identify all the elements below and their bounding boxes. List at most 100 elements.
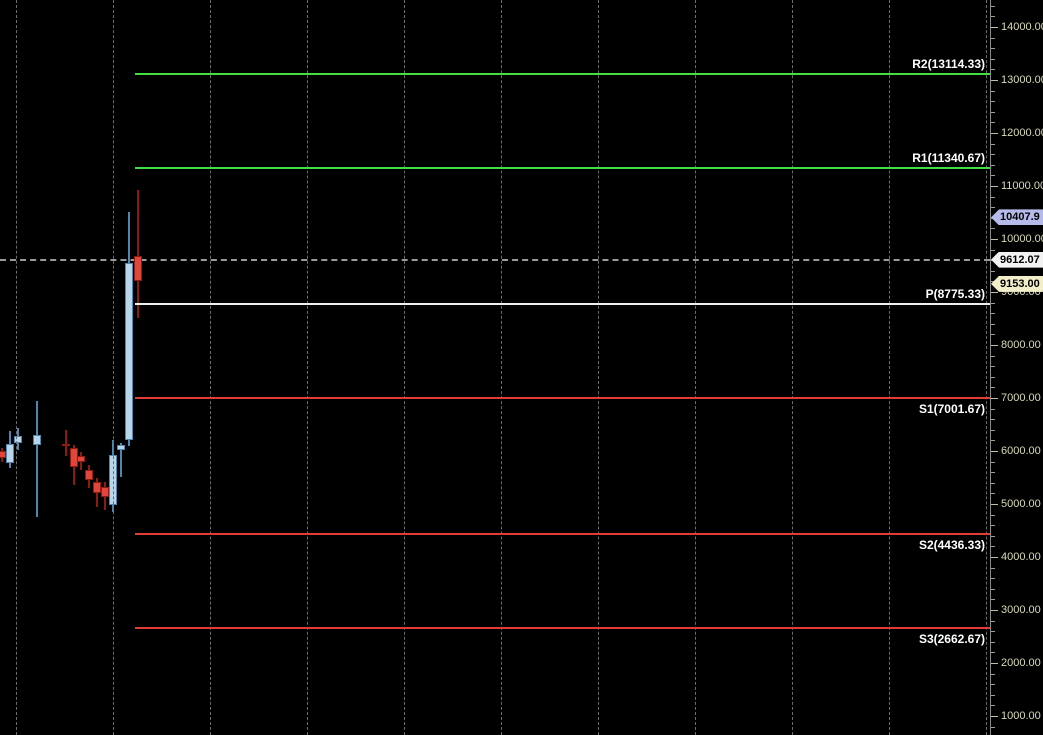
price-axis-minor-tick [991,684,995,686]
price-axis-major-tick [991,345,998,347]
price-axis-minor-tick [991,249,995,251]
candlestick-bearish [0,451,6,459]
price-axis-minor-tick [991,376,995,378]
price-axis-label: 11000.00 [1001,180,1043,193]
pivot-line[interactable] [135,396,990,399]
pivot-line-label: P(8775.33) [925,286,985,301]
price-axis-major-tick [991,557,998,559]
price-axis-minor-tick [991,69,995,71]
price-tag: 9153.00 [991,275,1043,292]
price-axis-major-tick [991,716,998,718]
price-axis-minor-tick [991,525,995,527]
candle-wick-down [137,190,139,318]
pivot-line-label: S3(2662.67) [918,631,985,646]
vertical-gridline [792,0,793,735]
price-axis-minor-tick [991,429,995,431]
price-axis-minor-tick [991,641,995,643]
price-axis-minor-tick [991,196,995,198]
candlestick-bullish [14,435,22,444]
price-axis-minor-tick [991,122,995,124]
price-axis-minor-tick [991,302,995,304]
candlestick-bearish [85,470,93,481]
price-axis-minor-tick [991,546,995,548]
price-axis-major-tick [991,398,998,400]
price-axis-minor-tick [991,461,995,463]
candle-wick-up [120,442,122,477]
price-axis-minor-tick [991,726,995,728]
vertical-gridline [16,0,17,735]
candlestick-bearish [134,255,142,282]
price-axis-minor-tick [991,355,995,357]
price-axis-label: 3000.00 [1001,604,1041,617]
vertical-gridline [113,0,114,735]
chart-area[interactable]: R2(13114.33) R1(11340.67) P(8775.33) S1(700… [0,0,990,735]
price-axis-minor-tick [991,58,995,60]
vertical-gridline [889,0,890,735]
price-axis-label: 10000.00 [1001,233,1043,246]
price-axis-label: 4000.00 [1001,551,1041,564]
price-axis-minor-tick [991,387,995,389]
price-axis-label: 14000.00 [1001,21,1043,34]
price-axis-minor-tick [991,514,995,516]
price-axis-minor-tick [991,228,995,230]
pivot-line-label: R2(13114.33) [912,56,985,71]
price-axis-minor-tick [991,323,995,325]
price-axis-minor-tick [991,408,995,410]
price-axis-minor-tick [991,482,995,484]
pivot-line[interactable] [135,532,990,535]
price-axis-minor-tick [991,620,995,622]
price-axis-minor-tick [991,578,995,580]
price-axis-label: 8000.00 [1001,339,1041,352]
price-axis-minor-tick [991,694,995,696]
vertical-gridline [307,0,308,735]
price-axis-minor-tick [991,472,995,474]
price-axis-minor-tick [991,90,995,92]
price-axis-major-tick [991,133,998,135]
price-axis-minor-tick [991,631,995,633]
price-axis-minor-tick [991,705,995,707]
pivot-line[interactable] [135,166,990,169]
price-axis-major-tick [991,80,998,82]
price-axis-label: 6000.00 [1001,445,1041,458]
pivot-line[interactable] [135,302,990,305]
price-axis-label: 1000.00 [1001,710,1041,723]
price-axis-minor-tick [991,143,995,145]
price-axis-major-tick [991,451,998,453]
price-axis-minor-tick [991,535,995,537]
vertical-gridline [598,0,599,735]
price-axis-label: 12000.00 [1001,127,1043,140]
price-axis-minor-tick [991,154,995,156]
candlestick-bearish [93,482,101,493]
price-axis-minor-tick [991,5,995,7]
candlestick-bearish [77,456,85,462]
pivot-line[interactable] [135,72,990,75]
price-axis-minor-tick [991,37,995,39]
price-axis[interactable]: 14000.00 13000.00 12000.00 11000.00 10000.00… [990,0,1043,735]
price-axis-label: 7000.00 [1001,392,1041,405]
price-axis-major-tick [991,610,998,612]
pivot-line-label: R1(11340.67) [912,150,985,165]
price-axis-minor-tick [991,111,995,113]
price-axis-minor-tick [991,207,995,209]
price-axis-minor-tick [991,270,995,272]
vertical-gridline [695,0,696,735]
vertical-gridline [501,0,502,735]
price-axis-minor-tick [991,101,995,103]
vertical-gridline [986,0,987,735]
current-price-dashed-line [0,258,990,261]
pivot-line-label: S1(7001.67) [918,401,985,416]
price-axis-major-tick [991,186,998,188]
candlestick-bearish [101,487,109,498]
price-axis-minor-tick [991,16,995,18]
vertical-gridline [404,0,405,735]
pivot-line[interactable] [135,626,990,629]
candle-wick-up [36,400,38,517]
price-axis-minor-tick [991,334,995,336]
price-axis-minor-tick [991,164,995,166]
price-axis-label: 2000.00 [1001,657,1041,670]
price-axis-major-tick [991,292,998,294]
price-tag: 10407.9 [991,209,1043,226]
price-axis-minor-tick [991,567,995,569]
price-axis-minor-tick [991,175,995,177]
